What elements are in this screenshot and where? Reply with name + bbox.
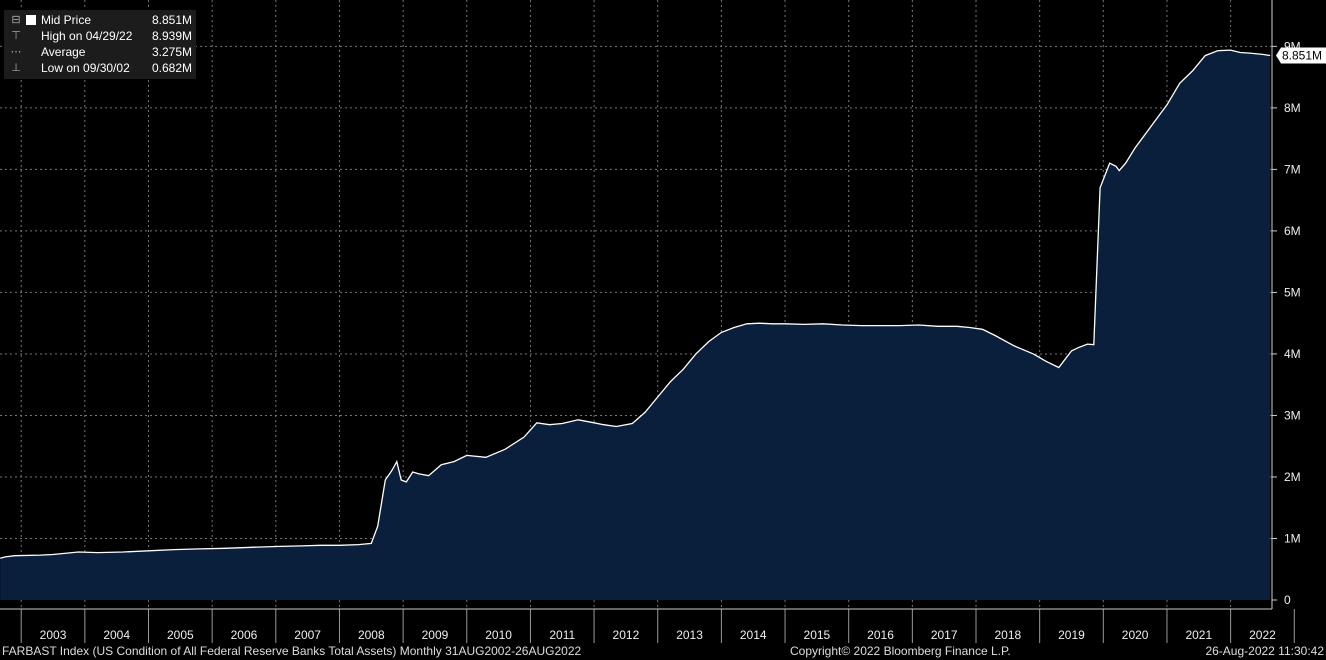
x-tick-label: 2003 [40, 628, 67, 642]
x-tick-label: 2016 [867, 628, 894, 642]
series-area-fill [0, 50, 1271, 601]
last-value-label: 8.851M [1282, 49, 1322, 63]
grid [0, 0, 1272, 609]
legend-row-average[interactable]: ⋯ Average 3.275M [4, 44, 196, 60]
x-tick-label: 2015 [804, 628, 831, 642]
y-tick-label: 4M [1284, 347, 1301, 361]
footer-timestamp: 26-Aug-2022 11:30:42 [1205, 644, 1324, 658]
x-tick-label: 2005 [167, 628, 194, 642]
legend-label: Average [41, 45, 86, 59]
footer-bar: FARBAST Index (US Condition of All Feder… [0, 643, 1326, 660]
y-tick-label: 6M [1284, 224, 1301, 238]
high-marker-icon: ⊤ [11, 30, 21, 42]
x-tick-label: 2012 [613, 628, 640, 642]
legend-label: Mid Price [41, 13, 92, 27]
legend-row-mid[interactable]: ⊟ Mid Price 8.851M [4, 12, 196, 28]
y-tick-label: 0 [1284, 593, 1291, 607]
legend-value: 8.851M [152, 13, 193, 27]
x-tick-label: 2022 [1249, 628, 1276, 642]
y-tick-label: 1M [1284, 531, 1301, 545]
legend-value: 8.939M [152, 29, 193, 43]
last-value-background [1276, 47, 1326, 64]
average-marker-icon: ⋯ [10, 46, 22, 58]
series-line [0, 49, 1271, 559]
x-tick-label: 2010 [485, 628, 512, 642]
y-tick-label: 7M [1284, 162, 1301, 176]
legend-value: 0.682M [152, 61, 193, 75]
x-tick-label: 2020 [1122, 628, 1149, 642]
y-tick-label: 8M [1284, 101, 1301, 115]
legend-row-low[interactable]: ⊥ Low on 09/30/02 0.682M [4, 60, 196, 76]
legend-row-high[interactable]: ⊤ High on 04/29/22 8.939M [4, 28, 196, 44]
series-swatch-icon [26, 15, 36, 25]
collapse-icon[interactable]: ⊟ [11, 14, 21, 26]
last-value-marker: 8.851M [1276, 47, 1326, 64]
y-tick-label: 5M [1284, 285, 1301, 299]
legend-label: High on 04/29/22 [41, 29, 133, 43]
x-tick-label: 2008 [358, 628, 385, 642]
footer-copyright: Copyright© 2022 Bloomberg Finance L.P. [790, 644, 1011, 658]
x-tick-label: 2009 [422, 628, 449, 642]
x-tick-label: 2011 [549, 628, 575, 642]
x-tick-label: 2017 [931, 628, 958, 642]
x-tick-label: 2007 [294, 628, 321, 642]
legend-value: 3.275M [152, 45, 193, 59]
y-tick-label: 3M [1284, 408, 1301, 422]
x-tick-label: 2006 [231, 628, 258, 642]
x-tick-label: 2013 [676, 628, 703, 642]
low-marker-icon: ⊥ [11, 62, 21, 74]
x-tick-label: 2004 [103, 628, 130, 642]
legend-box: ⊟ Mid Price 8.851M ⊤ High on 04/29/22 8.… [4, 10, 196, 79]
y-tick-label: 2M [1284, 470, 1301, 484]
x-tick-label: 2018 [994, 628, 1021, 642]
x-tick-label: 2014 [740, 628, 767, 642]
x-tick-label: 2019 [1058, 628, 1085, 642]
footer-description: FARBAST Index (US Condition of All Feder… [2, 644, 582, 658]
x-tick-label: 2021 [1185, 628, 1212, 642]
legend-label: Low on 09/30/02 [41, 61, 130, 75]
